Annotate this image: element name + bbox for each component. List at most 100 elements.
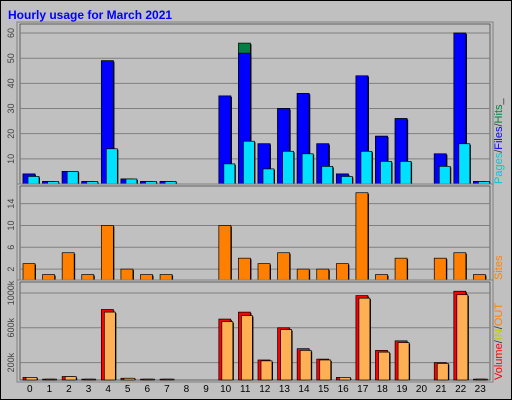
x-tick-label: 6 xyxy=(145,384,151,395)
right-axis-label-part: Sites xyxy=(493,255,505,280)
bar-out xyxy=(280,329,292,381)
plot-area xyxy=(19,23,491,185)
bar-pages xyxy=(66,171,79,185)
x-tick-label: 4 xyxy=(105,384,111,395)
y-tick-label: 200k xyxy=(6,352,16,372)
right-axis-label-part: / xyxy=(493,123,505,127)
x-tick-label: 18 xyxy=(377,384,389,395)
x-tick-label: 3 xyxy=(86,384,92,395)
bar-out xyxy=(378,351,390,381)
bar-out xyxy=(299,350,312,381)
bar-out xyxy=(397,342,410,381)
bar-sites xyxy=(296,268,310,281)
bar-sites xyxy=(277,252,290,281)
bar-sites xyxy=(257,263,271,281)
x-tick-label: 7 xyxy=(164,384,170,395)
right-axis-label-part: / xyxy=(493,339,505,343)
bar-sites xyxy=(335,263,349,281)
right-axis-label-part: / xyxy=(493,325,505,329)
x-tick-label: 17 xyxy=(357,384,369,395)
right-axis-label-part: Pages xyxy=(493,152,505,184)
bar-out xyxy=(123,377,136,381)
bar-sites xyxy=(218,225,232,281)
bar-sites xyxy=(42,274,55,281)
y-tick-label: 14 xyxy=(6,199,16,209)
x-tick-label: 10 xyxy=(220,384,232,395)
bar-out xyxy=(436,363,449,381)
x-tick-label: 21 xyxy=(435,384,447,395)
x-tick-label: 5 xyxy=(125,384,131,395)
bar-pages xyxy=(105,148,118,185)
x-tick-label: 13 xyxy=(279,384,291,395)
bar-sites xyxy=(355,192,369,281)
bar-sites xyxy=(120,268,134,281)
y-tick-label: 600k xyxy=(6,318,16,338)
right-axis-label-part: / xyxy=(493,149,505,153)
bar-sites xyxy=(238,257,251,281)
x-tick-label: 22 xyxy=(455,384,467,395)
bar-out xyxy=(221,321,234,381)
x-tick-label: 0 xyxy=(27,384,33,395)
y-tick-label: 20 xyxy=(6,129,16,139)
bar-sites xyxy=(473,274,486,281)
y-tick-label: 2 xyxy=(6,267,16,272)
right-axis-label: Volume/IN/OUT xyxy=(493,303,505,380)
bar-sites xyxy=(394,257,408,281)
x-tick-label: 8 xyxy=(184,384,190,395)
bar-pages xyxy=(27,176,40,185)
chart-panels: 102030405060Pages/Files/Hits_261014Sites… xyxy=(6,21,505,395)
x-tick-label: 16 xyxy=(338,384,350,395)
x-tick-label: 19 xyxy=(396,384,408,395)
bar-out xyxy=(64,376,77,381)
y-tick-label: 10 xyxy=(6,220,16,230)
x-tick-label: 9 xyxy=(203,384,209,395)
bar-pages xyxy=(125,178,138,185)
y-tick-label: 6 xyxy=(6,245,16,250)
bar-out xyxy=(319,359,332,381)
bar-out xyxy=(162,378,175,381)
bar-sites xyxy=(140,274,153,281)
bar-sites xyxy=(433,257,447,281)
bar-out xyxy=(45,378,57,381)
bar-pages xyxy=(340,176,353,185)
bar-sites xyxy=(375,274,388,281)
bar-out xyxy=(358,297,371,381)
x-tick-label: 12 xyxy=(259,384,271,395)
x-tick-label: 20 xyxy=(416,384,428,395)
bar-out xyxy=(25,377,38,381)
bar-sites xyxy=(22,263,36,281)
bar-out xyxy=(143,378,155,381)
right-axis-label: Pages/Files/Hits_ xyxy=(493,97,505,184)
x-tick-label: 11 xyxy=(240,384,251,395)
bar-out xyxy=(260,360,273,381)
bar-pages xyxy=(380,161,392,185)
bar-pages xyxy=(282,150,294,185)
bar-sites xyxy=(316,268,330,281)
plot-area xyxy=(19,281,491,381)
y-tick-label: 40 xyxy=(6,78,16,88)
y-tick-label: 50 xyxy=(6,53,16,63)
x-tick-label: 1 xyxy=(47,384,53,395)
right-axis-label-part: OUT xyxy=(493,303,505,327)
y-tick-label: 30 xyxy=(6,104,16,114)
bar-pages xyxy=(223,163,236,185)
bar-pages xyxy=(301,153,314,185)
bar-pages xyxy=(360,150,373,185)
x-tick-label: 15 xyxy=(318,384,330,395)
bar-pages xyxy=(321,166,334,185)
y-tick-label: 60 xyxy=(6,28,16,38)
bar-pages xyxy=(243,140,255,185)
x-tick-label: 23 xyxy=(475,384,487,395)
bar-out xyxy=(103,311,116,381)
bar-out xyxy=(241,315,253,381)
right-axis-label-part: _ xyxy=(493,97,505,105)
panel-volume: 200k 600k 1000k Volume/IN/OUT xyxy=(6,279,505,383)
y-tick-label: 1000k xyxy=(6,280,16,305)
bar-sites xyxy=(81,274,95,281)
bar-out xyxy=(476,378,488,381)
panel-sites: 2 6 10 14 Sites xyxy=(6,183,505,283)
right-axis-label: Sites xyxy=(493,255,505,280)
bar-sites xyxy=(453,252,467,281)
